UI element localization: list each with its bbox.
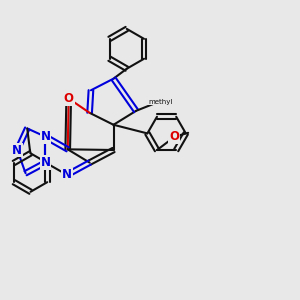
Text: O: O [64,92,74,105]
Text: O: O [169,130,179,143]
Text: N: N [40,130,50,143]
Text: N: N [40,130,50,143]
Text: methyl: methyl [148,99,172,105]
Text: N: N [62,168,72,182]
Text: N: N [40,156,50,169]
Text: N: N [12,143,22,157]
